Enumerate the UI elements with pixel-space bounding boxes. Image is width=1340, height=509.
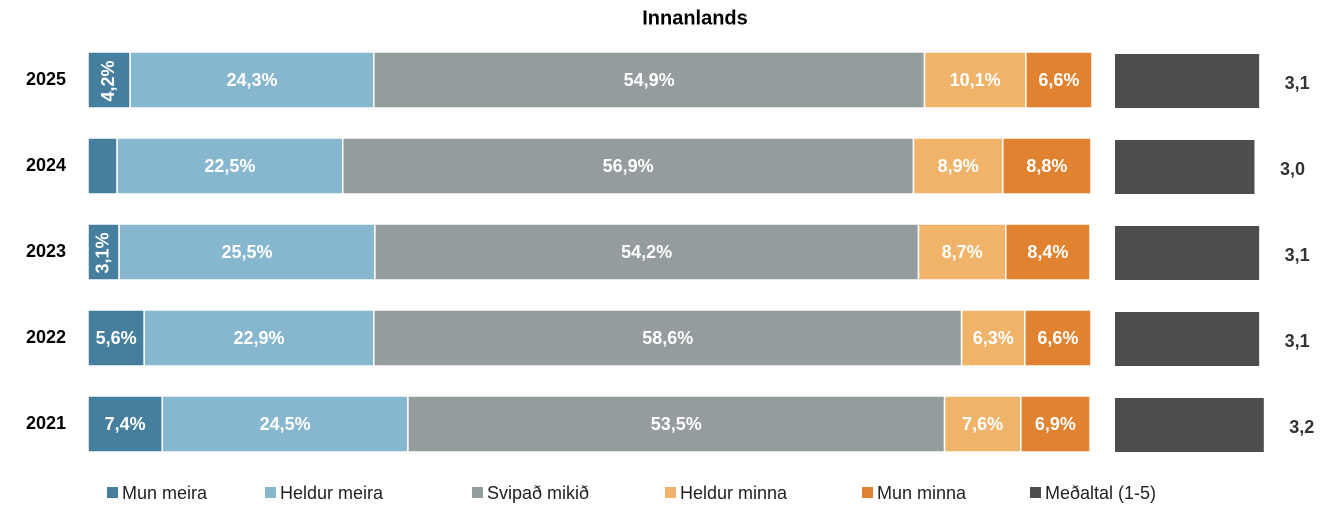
data-label: 24,3%	[226, 70, 277, 90]
bar-segment	[1020, 395, 1091, 453]
bar-segment	[161, 395, 409, 453]
data-label: 7,4%	[105, 414, 146, 434]
bar-segment	[87, 51, 131, 109]
legend-label: Heldur minna	[680, 483, 788, 503]
data-label: 4,2%	[98, 60, 118, 101]
average-label: 3,1	[1285, 73, 1310, 93]
bar-segment	[960, 309, 1026, 367]
legend-swatch	[265, 487, 276, 498]
bar-segment	[87, 137, 118, 195]
data-label: 54,9%	[624, 70, 675, 90]
data-label: 6,3%	[973, 328, 1014, 348]
data-label: 6,6%	[1037, 328, 1078, 348]
bar-segment	[374, 223, 920, 281]
legend-swatch	[665, 487, 676, 498]
data-label: 8,4%	[1027, 242, 1068, 262]
average-label: 3,1	[1285, 245, 1310, 265]
bar-segment	[116, 137, 344, 195]
average-bar	[1115, 312, 1260, 366]
bar-segment	[373, 309, 963, 367]
bar-segment	[943, 395, 1022, 453]
average-label: 3,2	[1289, 417, 1314, 437]
average-bar	[1115, 140, 1255, 194]
data-label: 58,6%	[642, 328, 693, 348]
data-label: 5,6%	[96, 328, 137, 348]
data-label: 8,7%	[942, 242, 983, 262]
legend-swatch	[1030, 487, 1041, 498]
y-tick-label: 2021	[26, 413, 66, 433]
average-bar	[1115, 54, 1260, 108]
average-label: 3,1	[1285, 331, 1310, 351]
y-tick-label: 2022	[26, 327, 66, 347]
data-label: 56,9%	[603, 156, 654, 176]
bar-segment	[407, 395, 946, 453]
y-tick-label: 2024	[26, 155, 66, 175]
bar-segment	[87, 223, 120, 281]
chart-title: Innanlands	[642, 7, 748, 29]
bar-segment	[1024, 309, 1092, 367]
data-label: 8,8%	[1026, 156, 1067, 176]
data-label: 10,1%	[950, 70, 1001, 90]
bar-segment	[1004, 223, 1091, 281]
data-label: 54,2%	[621, 242, 672, 262]
legend-swatch	[107, 487, 118, 498]
bar-segment	[143, 309, 375, 367]
data-label: 8,9%	[938, 156, 979, 176]
data-label: 22,9%	[233, 328, 284, 348]
legend-label: Heldur meira	[280, 483, 384, 503]
data-label: 24,5%	[260, 414, 311, 434]
bar-segment	[917, 223, 1007, 281]
data-label: 7,6%	[962, 414, 1003, 434]
bar-segment	[1025, 51, 1093, 109]
bar-segment	[129, 51, 375, 109]
data-label: 22,5%	[204, 156, 255, 176]
legend-swatch	[472, 487, 483, 498]
average-bar	[1115, 226, 1260, 280]
bar-segment	[912, 137, 1004, 195]
bar-segment	[342, 137, 915, 195]
average-label: 3,0	[1280, 159, 1305, 179]
legend-label: Svipað mikið	[487, 483, 589, 503]
data-label: 53,5%	[651, 414, 702, 434]
legend-swatch	[862, 487, 873, 498]
bar-segment	[1001, 137, 1092, 195]
data-label: 6,9%	[1035, 414, 1076, 434]
legend-label: Meðaltal (1-5)	[1045, 483, 1156, 503]
legend-label: Mun meira	[122, 483, 208, 503]
legend-label: Mun minna	[877, 483, 967, 503]
data-label: 25,5%	[221, 242, 272, 262]
data-label: 3,1%	[92, 232, 112, 273]
average-bar	[1115, 398, 1264, 452]
bar-segment	[373, 51, 926, 109]
y-tick-label: 2025	[26, 69, 66, 89]
bar-segment	[87, 395, 163, 453]
data-label: 6,6%	[1038, 70, 1079, 90]
y-tick-label: 2023	[26, 241, 66, 261]
